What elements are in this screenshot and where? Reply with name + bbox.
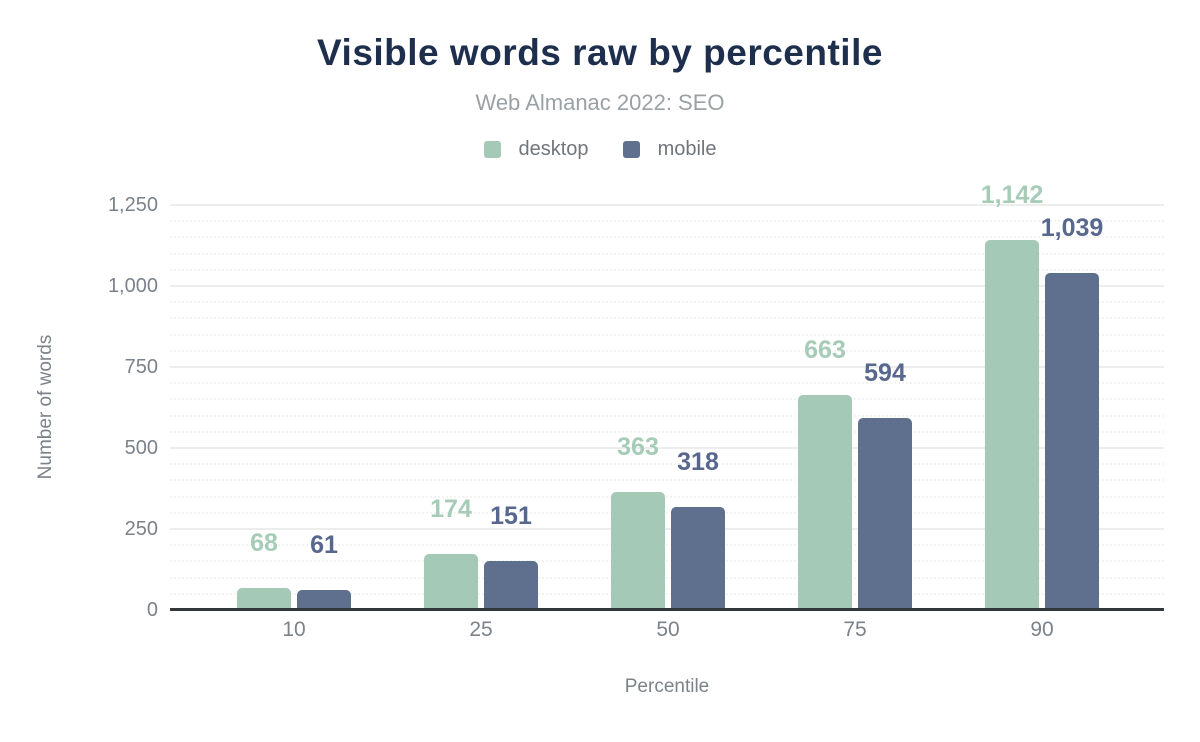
bar-mobile-p50[interactable] (671, 506, 725, 610)
bar-desktop-p75[interactable] (798, 395, 852, 610)
gridline-minor (170, 560, 1164, 563)
gridline-minor (170, 576, 1164, 579)
gridline-major (170, 366, 1164, 368)
y-axis-title: Number of words (35, 334, 56, 480)
gridline-minor (170, 349, 1164, 352)
gridline-minor (170, 382, 1164, 385)
chart-subtitle: Web Almanac 2022: SEO (475, 90, 725, 115)
bar-mobile-p25[interactable] (484, 561, 538, 610)
x-tick-label-75: 75 (843, 618, 867, 641)
gridline-minor (170, 544, 1164, 547)
gridline-minor (170, 592, 1164, 595)
bar-mobile-p10[interactable] (297, 590, 351, 610)
legend-label-desktop: desktop (518, 138, 589, 160)
gridline-minor (170, 479, 1164, 482)
bar-value-label-mobile-p75: 594 (864, 358, 906, 387)
gridline-minor (170, 252, 1164, 255)
chart-title: Visible words raw by percentile (317, 32, 883, 73)
bar-value-label-desktop-p75: 663 (804, 336, 846, 365)
gridline-minor (170, 301, 1164, 304)
y-tick-label: 750 (124, 356, 158, 378)
bar-desktop-p25[interactable] (424, 553, 478, 610)
chart-legend: desktop mobile (0, 138, 1200, 161)
bar-value-label-mobile-p50: 318 (677, 447, 719, 476)
bar-mobile-p90[interactable] (1045, 273, 1099, 610)
x-tick-label-90: 90 (1030, 618, 1054, 641)
bar-desktop-p50[interactable] (611, 492, 665, 610)
bar-value-label-desktop-p10: 68 (250, 528, 278, 557)
gridline-minor (170, 333, 1164, 336)
x-axis-title: Percentile (624, 676, 710, 697)
gridline-minor (170, 511, 1164, 514)
plot-area: 68 61 10 174 151 25 363 318 50 663 594 75 1,142 1,039… (170, 181, 1164, 641)
legend-item-mobile[interactable]: mobile (622, 138, 717, 161)
bar-value-label-desktop-p90: 1,142 (980, 181, 1044, 209)
gridline-minor (170, 268, 1164, 271)
bar-value-label-mobile-p10: 61 (310, 531, 338, 560)
legend-label-mobile: mobile (657, 138, 717, 160)
bar-desktop-p90[interactable] (985, 240, 1039, 610)
gridline-minor (170, 398, 1164, 401)
gridline-major (170, 528, 1164, 530)
y-tick-label: 250 (124, 518, 158, 540)
bar-value-label-desktop-p25: 174 (430, 494, 472, 523)
gridline-minor (170, 463, 1164, 466)
gridline-minor (170, 414, 1164, 417)
gridline-major (170, 204, 1164, 206)
y-tick-label: 500 (124, 437, 158, 459)
y-tick-label: 1,250 (107, 194, 158, 216)
bar-desktop-p10[interactable] (237, 587, 291, 610)
x-tick-label-25: 25 (469, 618, 493, 641)
y-tick-label: 0 (146, 599, 158, 621)
x-tick-label-50: 50 (656, 618, 680, 641)
gridline-minor (170, 430, 1164, 433)
bar-mobile-p75[interactable] (858, 417, 912, 610)
bar-value-label-mobile-p25: 151 (490, 502, 532, 531)
x-tick-label-10: 10 (282, 618, 306, 641)
y-tick-label: 1,000 (107, 275, 158, 297)
mobile-legend-swatch (622, 141, 640, 158)
gridline-minor (170, 317, 1164, 320)
legend-item-desktop[interactable]: desktop (483, 138, 589, 161)
gridline-major (170, 285, 1164, 287)
gridline-minor (170, 236, 1164, 239)
gridline-minor (170, 220, 1164, 223)
bar-value-label-desktop-p50: 363 (617, 433, 659, 462)
gridline-major (170, 447, 1164, 449)
bar-value-label-mobile-p90: 1,039 (1040, 214, 1104, 243)
gridline-minor (170, 495, 1164, 498)
x-axis-baseline (170, 608, 1164, 611)
desktop-legend-swatch (483, 141, 501, 158)
